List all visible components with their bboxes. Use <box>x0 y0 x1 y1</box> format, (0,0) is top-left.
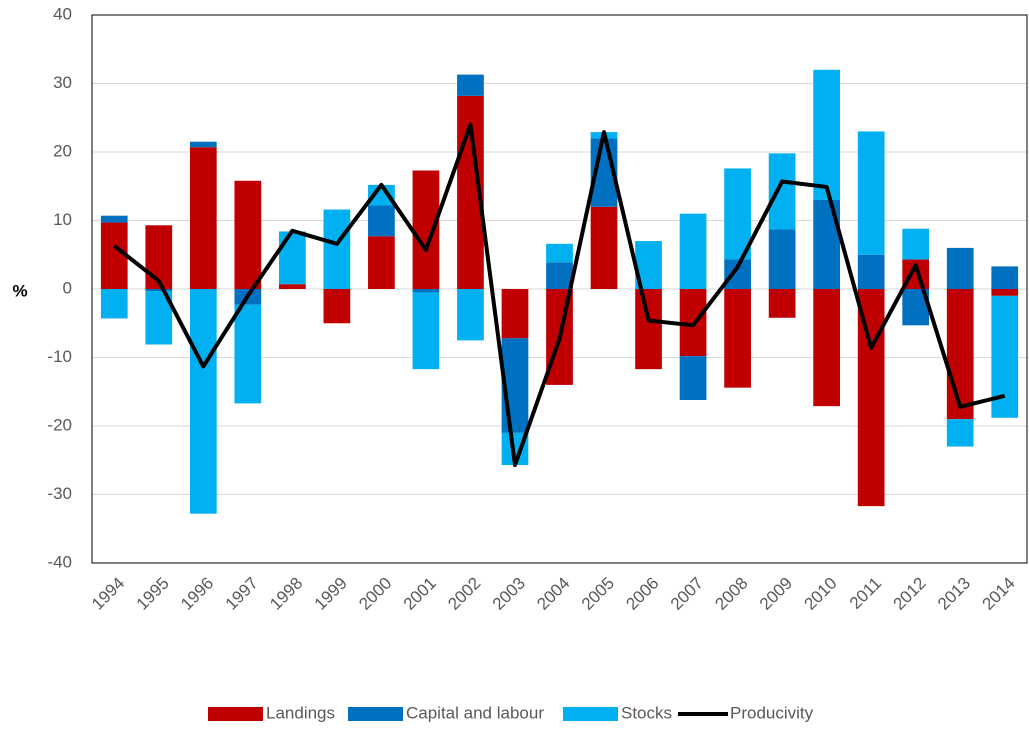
x-tick-label: 2000 <box>355 574 395 614</box>
plot-border <box>91 14 1028 564</box>
x-tick-label: 2009 <box>756 574 796 614</box>
y-tick-label: 40 <box>53 4 72 23</box>
bar <box>724 168 751 260</box>
y-tick-label: -10 <box>47 347 72 366</box>
x-tick-label: 2002 <box>444 574 484 614</box>
bar <box>635 289 662 370</box>
bar <box>100 289 128 319</box>
bar <box>368 236 395 289</box>
bar <box>457 289 484 341</box>
y-tick-label: 0 <box>63 278 72 297</box>
x-tick-label: 2011 <box>846 574 885 613</box>
x-tick-label: 2010 <box>800 574 840 614</box>
bar <box>946 419 974 447</box>
bar <box>279 284 306 289</box>
bar <box>323 289 351 324</box>
line <box>113 122 1006 468</box>
bar <box>189 147 217 289</box>
bar <box>902 228 930 260</box>
legend-swatch <box>563 707 618 721</box>
x-tick-label: 1994 <box>88 574 128 614</box>
bar <box>857 254 885 289</box>
x-tick-label: 2013 <box>934 574 974 614</box>
bar <box>857 131 885 255</box>
x-tick-label: 1998 <box>266 574 306 614</box>
bar <box>946 289 974 420</box>
x-tick-label: 2006 <box>622 574 662 614</box>
bar <box>857 289 885 507</box>
x-tick-label: 2012 <box>890 574 930 614</box>
bar <box>412 292 440 370</box>
x-tick-label: 1996 <box>177 574 217 614</box>
y-tick-label: 30 <box>53 73 72 92</box>
bar <box>946 247 974 289</box>
bar <box>279 231 306 285</box>
x-tick-label: 2014 <box>979 574 1019 614</box>
x-tick-label: 1995 <box>133 574 173 614</box>
legend-label: Capital and labour <box>406 703 544 722</box>
bar <box>991 289 1019 296</box>
bar <box>813 69 840 200</box>
y-tick-label: -30 <box>47 484 72 503</box>
y-tick-label: 10 <box>53 210 72 229</box>
y-tick-label: -20 <box>47 415 72 434</box>
bar <box>189 289 217 514</box>
bar <box>590 206 618 289</box>
x-tick-label: 2005 <box>578 574 618 614</box>
bar <box>501 289 529 339</box>
x-tick-label: 2003 <box>489 574 529 614</box>
x-tick-label: 1997 <box>222 574 262 614</box>
bar <box>813 289 840 407</box>
bar <box>145 289 173 292</box>
bar <box>991 266 1019 289</box>
x-tick-label: 1999 <box>311 574 351 614</box>
bar <box>234 304 262 404</box>
x-tick-label: 2001 <box>400 574 440 614</box>
bar <box>768 229 796 289</box>
legend-label: Landings <box>266 703 335 722</box>
bar <box>368 205 395 237</box>
bar <box>679 356 707 400</box>
legend-label: Stocks <box>621 703 672 722</box>
x-tick-label: 2004 <box>533 574 573 614</box>
bar <box>768 153 796 230</box>
y-axis-label: % <box>12 281 27 300</box>
bar <box>679 213 707 289</box>
y-tick-label: -40 <box>47 552 72 571</box>
legend-swatch <box>208 707 263 721</box>
bar <box>546 262 573 289</box>
x-tick-label: 2007 <box>667 574 707 614</box>
bar <box>323 209 351 289</box>
bar <box>546 243 573 263</box>
bar <box>412 170 440 289</box>
y-tick-label: 20 <box>53 141 72 160</box>
bar <box>724 289 751 388</box>
legend-label: Producivity <box>730 703 814 722</box>
bar <box>768 289 796 318</box>
bar <box>100 215 128 223</box>
bar <box>368 184 395 206</box>
bar <box>234 180 262 289</box>
bar <box>457 74 484 96</box>
bar <box>412 289 440 293</box>
bar <box>100 222 128 289</box>
x-tick-label: 2008 <box>711 574 751 614</box>
legend-swatch <box>348 707 403 721</box>
bar <box>189 141 217 148</box>
